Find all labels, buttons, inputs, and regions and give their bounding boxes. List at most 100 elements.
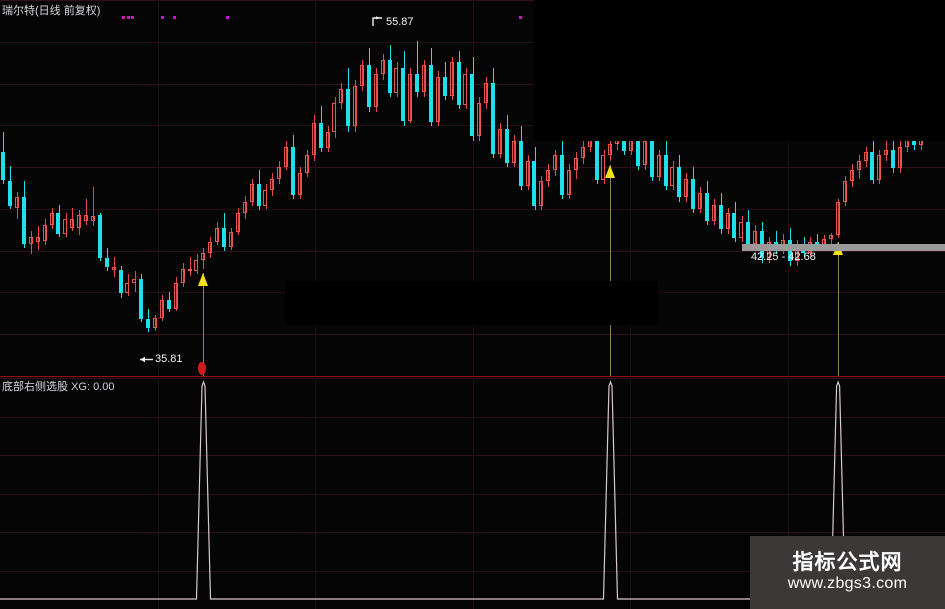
- candle-body: [125, 283, 129, 294]
- candle-body: [388, 59, 392, 93]
- candle-body: [119, 269, 123, 294]
- indicator-vertical-gridline: [788, 378, 789, 609]
- candle-body: [415, 74, 419, 92]
- price-vertical-gridline: [473, 0, 474, 376]
- candle-body: [36, 236, 40, 243]
- candle-wick: [555, 149, 556, 176]
- price-gridline: [0, 251, 945, 252]
- top-marker: [161, 16, 164, 19]
- candle-wick: [659, 149, 660, 182]
- candle-wick: [328, 126, 329, 153]
- candle-body: [526, 161, 530, 186]
- candle-wick: [252, 178, 253, 207]
- price-chart-panel[interactable]: 55.87 35.81 42.25 - 42.68 瑞尔特(日线 前复权): [0, 0, 945, 376]
- price-vertical-gridline: [788, 0, 789, 376]
- candle-body: [664, 155, 668, 186]
- candle-body: [43, 225, 47, 241]
- candle-body: [257, 184, 261, 207]
- candle-body: [753, 230, 757, 244]
- candle-body: [574, 158, 578, 170]
- candle-body: [222, 227, 226, 247]
- candle-wick: [210, 236, 211, 259]
- top-marker: [226, 16, 229, 19]
- candle-body: [291, 146, 295, 195]
- candle-body: [139, 278, 143, 320]
- price-gridline: [0, 167, 945, 168]
- candle-wick: [231, 227, 232, 250]
- indicator-gridline: [0, 494, 945, 495]
- panel-separator: [0, 376, 945, 377]
- candle-body: [63, 219, 67, 234]
- candle-wick: [576, 152, 577, 179]
- top-marker: [131, 16, 134, 19]
- price-level-bar[interactable]: [742, 244, 945, 251]
- indicator-gridline: [0, 455, 945, 456]
- candle-body: [463, 74, 467, 105]
- candle-body: [712, 204, 716, 221]
- candle-wick: [824, 235, 825, 250]
- candle-body: [677, 166, 681, 198]
- candle-wick: [776, 230, 777, 254]
- candle-body: [698, 193, 702, 210]
- candle-body: [215, 227, 219, 243]
- candle-wick: [569, 164, 570, 199]
- candle-wick: [31, 230, 32, 254]
- candle-wick: [86, 198, 87, 225]
- candle-wick: [52, 207, 53, 230]
- watermark-line-2: www.zbgs3.com: [787, 574, 908, 592]
- candle-body: [374, 74, 378, 108]
- high-price-annotation: 55.87: [372, 16, 414, 28]
- candle-body: [601, 155, 605, 180]
- price-gridline: [0, 0, 945, 1]
- candle-body: [422, 65, 426, 92]
- candle-wick: [548, 164, 549, 188]
- candle-wick: [410, 68, 411, 124]
- candle-wick: [583, 140, 584, 165]
- price-vertical-gridline: [630, 0, 631, 376]
- candle-wick: [376, 68, 377, 112]
- candle-body: [884, 149, 888, 156]
- candle-body: [201, 252, 205, 260]
- buy-signal-arrow-icon[interactable]: [605, 165, 615, 179]
- signal-vertical-line: [838, 242, 839, 376]
- candle-body: [56, 213, 60, 234]
- candle-wick: [797, 239, 798, 266]
- candle-body: [450, 62, 454, 96]
- candle-wick: [93, 187, 94, 227]
- indicator-name: 底部右侧选股: [2, 381, 68, 393]
- arrow-up-left-icon: [372, 16, 382, 27]
- candle-wick: [486, 77, 487, 109]
- candle-body: [188, 268, 192, 272]
- candle-wick: [783, 233, 784, 255]
- candle-body: [650, 140, 654, 178]
- candle-wick: [307, 149, 308, 178]
- candle-wick: [528, 155, 529, 191]
- candle-wick: [217, 222, 218, 246]
- candle-body: [484, 82, 488, 104]
- candle-wick: [845, 175, 846, 207]
- indicator-gridline: [0, 571, 945, 572]
- price-gridline: [0, 42, 945, 43]
- candle-body: [174, 283, 178, 310]
- candle-wick: [424, 59, 425, 98]
- candle-body: [70, 219, 74, 228]
- candle-body: [732, 213, 736, 239]
- candle-wick: [203, 248, 204, 269]
- top-marker: [173, 16, 176, 19]
- candle-body: [519, 140, 523, 186]
- watermark-line-1: 指标公式网: [792, 550, 903, 574]
- candle-body: [105, 258, 109, 268]
- candle-body: [864, 152, 868, 162]
- candle-wick: [72, 207, 73, 231]
- top-marker: [519, 16, 522, 19]
- candle-body: [891, 149, 895, 169]
- candle-body: [643, 140, 647, 166]
- buy-signal-arrow-icon[interactable]: [198, 272, 208, 286]
- candle-body: [1, 152, 5, 180]
- candle-body: [898, 146, 902, 169]
- candle-body: [429, 65, 433, 122]
- candle-wick: [859, 155, 860, 179]
- candle-wick: [355, 79, 356, 133]
- candle-wick: [279, 161, 280, 185]
